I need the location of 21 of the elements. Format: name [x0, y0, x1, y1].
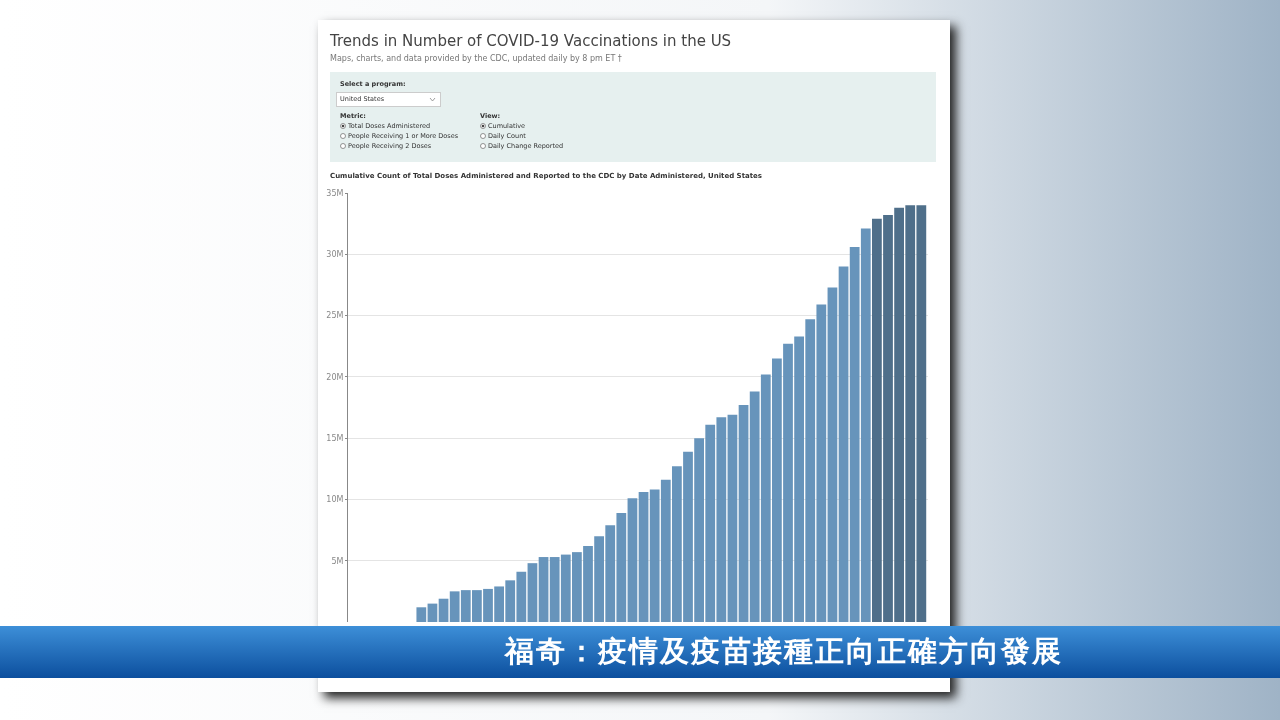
y-tick-label: 10M: [326, 495, 344, 505]
bar: [538, 557, 549, 622]
chart-title: Trends in Number of COVID-19 Vaccinations in the US: [330, 32, 732, 50]
chart-subtitle: Maps, charts, and data provided by the CDC, updated daily by 8 pm ET †: [330, 54, 622, 63]
bar: [438, 598, 449, 622]
y-tick-label: 25M: [326, 311, 344, 321]
bar: [738, 405, 749, 622]
text: 福奇：疫情及疫苗接種正向正確方向發展: [505, 633, 1063, 670]
bar: [427, 603, 438, 622]
y-tick-label: 15M: [326, 433, 344, 443]
bar: [416, 607, 427, 622]
bar: [827, 287, 838, 622]
bar: [627, 498, 638, 622]
bar: [638, 492, 649, 622]
y-tick-label: 20M: [326, 372, 344, 382]
bar: [527, 563, 538, 622]
bar: [727, 414, 738, 622]
bar: [838, 266, 849, 622]
y-tick-label: 35M: [326, 188, 344, 198]
y-tick-label: 5M: [331, 556, 344, 566]
y-tick-label: 30M: [326, 250, 344, 260]
